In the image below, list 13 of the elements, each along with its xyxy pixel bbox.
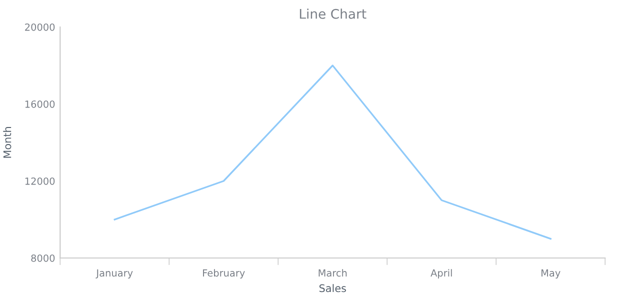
- x-tick-label: April: [430, 269, 452, 279]
- x-tick-label: February: [203, 269, 245, 279]
- x-axis-title: Sales: [319, 284, 346, 292]
- y-tick-label: 16000: [25, 100, 55, 108]
- x-tick-label: January: [96, 269, 133, 279]
- y-tick-label: 20000: [25, 23, 55, 31]
- y-tick-label: 12000: [25, 177, 55, 185]
- y-axis-title: Month: [3, 127, 12, 158]
- chart-title: Line Chart: [300, 8, 366, 19]
- x-tick-label: May: [542, 269, 560, 279]
- x-tick-label: March: [318, 269, 347, 277]
- line-series: [114, 64, 552, 240]
- y-tick-label: 8000: [31, 254, 55, 262]
